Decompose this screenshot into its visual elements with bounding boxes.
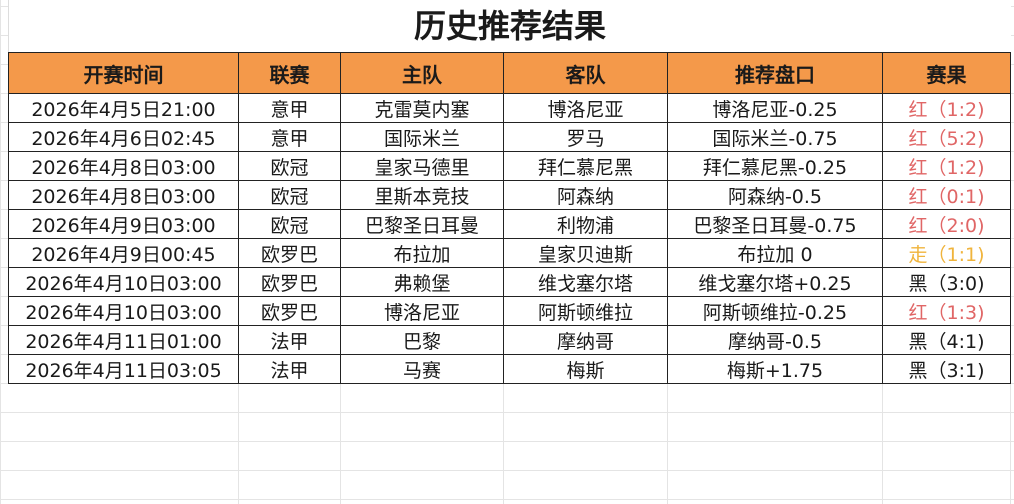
cell-away[interactable]: 梅斯 bbox=[503, 354, 668, 384]
table-row: 2026年4月8日03:00 欧冠 里斯本竞技 阿森纳 阿森纳-0.5 红（0:1) bbox=[8, 180, 1011, 210]
cell-pick[interactable]: 国际米兰-0.75 bbox=[667, 122, 883, 152]
cell-away[interactable]: 利物浦 bbox=[503, 209, 668, 239]
cell-time[interactable]: 2026年4月11日03:05 bbox=[8, 354, 239, 384]
cell-time[interactable]: 2026年4月10日03:00 bbox=[8, 267, 239, 297]
cell-time[interactable]: 2026年4月8日03:00 bbox=[8, 151, 239, 181]
cell-away[interactable]: 摩纳哥 bbox=[503, 325, 668, 355]
cell-pick[interactable]: 维戈塞尔塔+0.25 bbox=[667, 267, 883, 297]
table-row: 2026年4月5日21:00 意甲 克雷莫内塞 博洛尼亚 博洛尼亚-0.25 红（1:2) bbox=[8, 93, 1011, 123]
header-result[interactable]: 赛果 bbox=[882, 52, 1011, 94]
cell-time[interactable]: 2026年4月5日21:00 bbox=[8, 93, 239, 123]
cell-home[interactable]: 博洛尼亚 bbox=[340, 296, 504, 326]
cell-pick[interactable]: 博洛尼亚-0.25 bbox=[667, 93, 883, 123]
table-row: 2026年4月10日03:00 欧罗巴 弗赖堡 维戈塞尔塔 维戈塞尔塔+0.25 黑（3:… bbox=[8, 267, 1011, 297]
table-row: 2026年4月9日00:45 欧罗巴 布拉加 皇家贝迪斯 布拉加 0 走（1:1) bbox=[8, 238, 1011, 268]
cell-result[interactable]: 红（1:2) bbox=[882, 93, 1011, 123]
cell-result[interactable]: 走（1:1) bbox=[882, 238, 1011, 268]
grid-line bbox=[1010, 384, 1011, 504]
cell-away[interactable]: 拜仁慕尼黑 bbox=[503, 151, 668, 181]
cell-league[interactable]: 欧罗巴 bbox=[238, 267, 341, 297]
cell-time[interactable]: 2026年4月8日03:00 bbox=[8, 180, 239, 210]
table-row: 2026年4月10日03:00 欧罗巴 博洛尼亚 阿斯顿维拉 阿斯顿维拉-0.25 红（1… bbox=[8, 296, 1011, 326]
cell-pick[interactable]: 阿森纳-0.5 bbox=[667, 180, 883, 210]
cell-result[interactable]: 黑（3:0) bbox=[882, 267, 1011, 297]
cell-away[interactable]: 阿斯顿维拉 bbox=[503, 296, 668, 326]
cell-away[interactable]: 阿森纳 bbox=[503, 180, 668, 210]
cell-pick[interactable]: 阿斯顿维拉-0.25 bbox=[667, 296, 883, 326]
cell-pick[interactable]: 摩纳哥-0.5 bbox=[667, 325, 883, 355]
cell-pick[interactable]: 巴黎圣日耳曼-0.75 bbox=[667, 209, 883, 239]
cell-home[interactable]: 国际米兰 bbox=[340, 122, 504, 152]
header-start-time[interactable]: 开赛时间 bbox=[8, 52, 239, 94]
cell-result[interactable]: 黑（3:1) bbox=[882, 354, 1011, 384]
cell-league[interactable]: 欧罗巴 bbox=[238, 296, 341, 326]
cell-home[interactable]: 巴黎 bbox=[340, 325, 504, 355]
cell-pick[interactable]: 布拉加 0 bbox=[667, 238, 883, 268]
cell-away[interactable]: 皇家贝迪斯 bbox=[503, 238, 668, 268]
cell-league[interactable]: 欧罗巴 bbox=[238, 238, 341, 268]
cell-time[interactable]: 2026年4月9日00:45 bbox=[8, 238, 239, 268]
cell-result[interactable]: 黑（4:1) bbox=[882, 325, 1011, 355]
cell-away[interactable]: 博洛尼亚 bbox=[503, 93, 668, 123]
cell-pick[interactable]: 梅斯+1.75 bbox=[667, 354, 883, 384]
table-row: 2026年4月11日01:00 法甲 巴黎 摩纳哥 摩纳哥-0.5 黑（4:1) bbox=[8, 325, 1011, 355]
header-home[interactable]: 主队 bbox=[340, 52, 504, 94]
cell-league[interactable]: 欧冠 bbox=[238, 180, 341, 210]
cell-result[interactable]: 红（0:1) bbox=[882, 180, 1011, 210]
cell-home[interactable]: 巴黎圣日耳曼 bbox=[340, 209, 504, 239]
cell-away[interactable]: 维戈塞尔塔 bbox=[503, 267, 668, 297]
header-pick[interactable]: 推荐盘口 bbox=[667, 52, 883, 94]
cell-result[interactable]: 红（1:2) bbox=[882, 151, 1011, 181]
cell-time[interactable]: 2026年4月10日03:00 bbox=[8, 296, 239, 326]
cell-away[interactable]: 罗马 bbox=[503, 122, 668, 152]
cell-home[interactable]: 布拉加 bbox=[340, 238, 504, 268]
table-row: 2026年4月11日03:05 法甲 马赛 梅斯 梅斯+1.75 黑（3:1) bbox=[8, 354, 1011, 384]
grid-line bbox=[667, 384, 668, 504]
grid-line bbox=[503, 384, 504, 504]
cell-result[interactable]: 红（1:3) bbox=[882, 296, 1011, 326]
cell-result[interactable]: 红（2:0) bbox=[882, 209, 1011, 239]
cell-home[interactable]: 克雷莫内塞 bbox=[340, 93, 504, 123]
cell-home[interactable]: 皇家马德里 bbox=[340, 151, 504, 181]
cell-league[interactable]: 欧冠 bbox=[238, 209, 341, 239]
cell-league[interactable]: 意甲 bbox=[238, 93, 341, 123]
cell-league[interactable]: 法甲 bbox=[238, 325, 341, 355]
cell-league[interactable]: 法甲 bbox=[238, 354, 341, 384]
cell-pick[interactable]: 拜仁慕尼黑-0.25 bbox=[667, 151, 883, 181]
cell-time[interactable]: 2026年4月6日02:45 bbox=[8, 122, 239, 152]
cell-home[interactable]: 里斯本竞技 bbox=[340, 180, 504, 210]
cell-league[interactable]: 意甲 bbox=[238, 122, 341, 152]
table-row: 2026年4月6日02:45 意甲 国际米兰 罗马 国际米兰-0.75 红（5:2) bbox=[8, 122, 1011, 152]
header-away[interactable]: 客队 bbox=[503, 52, 668, 94]
cell-league[interactable]: 欧冠 bbox=[238, 151, 341, 181]
sheet-title[interactable]: 历史推荐结果 bbox=[8, 0, 1011, 52]
cell-home[interactable]: 马赛 bbox=[340, 354, 504, 384]
grid-line bbox=[882, 384, 883, 504]
grid-line bbox=[340, 384, 341, 504]
cell-result[interactable]: 红（5:2) bbox=[882, 122, 1011, 152]
cell-time[interactable]: 2026年4月9日03:00 bbox=[8, 209, 239, 239]
table-row: 2026年4月8日03:00 欧冠 皇家马德里 拜仁慕尼黑 拜仁慕尼黑-0.25 红（1:… bbox=[8, 151, 1011, 181]
table-row: 2026年4月9日03:00 欧冠 巴黎圣日耳曼 利物浦 巴黎圣日耳曼-0.75 红（2:… bbox=[8, 209, 1011, 239]
cell-time[interactable]: 2026年4月11日01:00 bbox=[8, 325, 239, 355]
cell-home[interactable]: 弗赖堡 bbox=[340, 267, 504, 297]
header-league[interactable]: 联赛 bbox=[238, 52, 341, 94]
grid-line bbox=[238, 384, 239, 504]
results-table: 开赛时间 联赛 主队 客队 推荐盘口 赛果 2026年4月5日21:00 意甲 克雷莫内塞 博洛… bbox=[8, 52, 1011, 384]
